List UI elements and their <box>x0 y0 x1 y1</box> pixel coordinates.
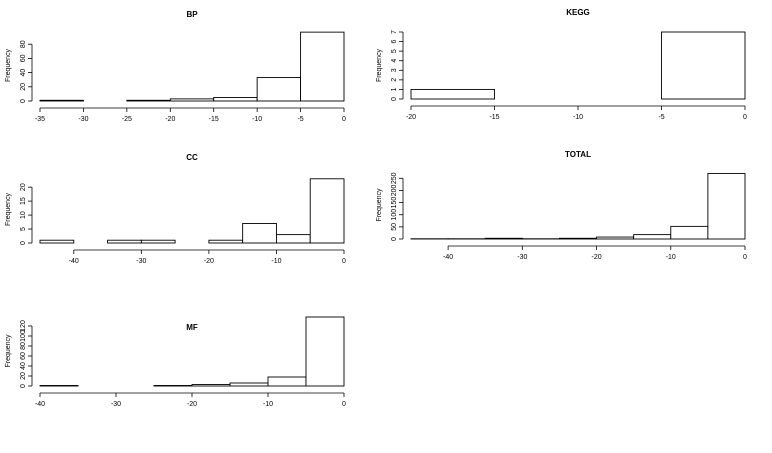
x-tick-label: -40 <box>35 401 45 408</box>
x-tick-label: 0 <box>342 258 346 265</box>
y-tick-label: 50 <box>391 223 398 231</box>
x-tick-label: -30 <box>136 258 146 265</box>
histogram-bar <box>39 385 79 387</box>
y-tick-label: 20 <box>20 183 27 191</box>
chart-title: CC <box>186 153 198 162</box>
x-tick-label: -40 <box>443 254 453 261</box>
y-axis-label: Frequency <box>5 192 12 226</box>
y-tick-label: 5 <box>391 49 398 53</box>
y-tick-label: 120 <box>20 320 27 332</box>
histogram-bar <box>633 234 672 240</box>
x-tick-label: -20 <box>406 114 416 121</box>
chart-title: BP <box>186 10 198 19</box>
y-tick-label: 15 <box>20 197 27 205</box>
histogram-bar <box>670 225 709 240</box>
histogram-bar <box>305 316 345 387</box>
histogram-bar <box>309 178 345 244</box>
x-tick-label: 0 <box>342 116 346 123</box>
y-tick-label: 0 <box>391 97 398 101</box>
histogram-bar <box>275 234 311 244</box>
x-tick-label: -30 <box>517 254 527 261</box>
y-tick-label: 4 <box>391 59 398 63</box>
histogram-bar <box>39 99 84 102</box>
x-tick-label: -40 <box>69 258 79 265</box>
histogram-bar <box>191 384 231 387</box>
y-tick-label: 150 <box>391 197 398 209</box>
histogram-bar <box>229 382 269 387</box>
histogram-bar <box>242 223 277 244</box>
histogram-bar <box>267 376 307 387</box>
chart-title: KEGG <box>566 8 590 17</box>
histogram-bar <box>707 172 746 240</box>
y-tick-label: 6 <box>391 40 398 44</box>
histogram-bar <box>153 385 193 387</box>
x-tick-label: -20 <box>187 401 197 408</box>
x-tick-label: -30 <box>111 401 121 408</box>
y-tick-label: 200 <box>391 184 398 196</box>
y-axis-label: Frequency <box>5 334 12 368</box>
y-tick-label: 60 <box>20 352 27 360</box>
histogram-bar <box>126 99 171 102</box>
y-axis-label: Frequency <box>376 48 383 82</box>
histogram-bar <box>39 239 75 244</box>
y-axis-label: Frequency <box>376 188 383 222</box>
y-tick-label: 80 <box>20 40 27 48</box>
histogram-bar <box>169 98 215 102</box>
histogram-bar <box>484 237 523 240</box>
x-tick-label: -20 <box>204 258 214 265</box>
x-tick-label: -20 <box>591 254 601 261</box>
y-tick-label: 100 <box>20 330 27 342</box>
y-tick-label: 100 <box>391 209 398 221</box>
histogram-bar <box>410 88 495 100</box>
y-tick-label: 40 <box>20 362 27 370</box>
y-tick-label: 0 <box>391 237 398 241</box>
x-tick-label: -20 <box>165 116 175 123</box>
y-tick-label: 40 <box>20 69 27 77</box>
y-tick-label: 80 <box>20 342 27 350</box>
y-tick-label: 0 <box>20 99 27 103</box>
y-tick-label: 5 <box>20 227 27 231</box>
chart-title: TOTAL <box>565 150 591 159</box>
x-tick-label: -10 <box>252 116 262 123</box>
x-tick-label: -5 <box>297 116 303 123</box>
y-tick-label: 60 <box>20 54 27 62</box>
y-tick-label: 7 <box>391 30 398 34</box>
x-tick-label: 0 <box>743 114 747 121</box>
y-tick-label: 20 <box>20 83 27 91</box>
x-tick-label: -25 <box>122 116 132 123</box>
y-tick-label: 0 <box>20 241 27 245</box>
y-tick-label: 20 <box>20 372 27 380</box>
histogram-bar <box>558 237 598 240</box>
x-tick-label: -15 <box>209 116 219 123</box>
x-tick-label: -15 <box>489 114 499 121</box>
x-tick-label: -10 <box>271 258 281 265</box>
y-tick-label: 10 <box>20 211 27 219</box>
y-tick-label: 250 <box>391 172 398 184</box>
y-tick-label: 1 <box>391 87 398 91</box>
x-tick-label: -10 <box>573 114 583 121</box>
y-axis-label: Frequency <box>5 48 12 82</box>
y-tick-label: 2 <box>391 78 398 82</box>
histogram-bar <box>300 31 345 102</box>
y-tick-label: 3 <box>391 68 398 72</box>
histogram-bar <box>213 96 258 102</box>
histogram-bar <box>208 239 244 244</box>
x-tick-label: -10 <box>666 254 676 261</box>
histogram-bar <box>107 239 142 244</box>
x-tick-label: -30 <box>78 116 88 123</box>
histogram-bar <box>140 239 176 244</box>
histogram-bar <box>596 236 635 240</box>
histogram-bar <box>256 77 302 102</box>
chart-title: MF <box>186 323 198 332</box>
y-tick-label: 0 <box>20 384 27 388</box>
histogram-bar <box>661 31 746 100</box>
x-tick-label: 0 <box>743 254 747 261</box>
x-tick-label: 0 <box>342 401 346 408</box>
x-tick-label: -35 <box>35 116 45 123</box>
x-tick-label: -5 <box>658 114 664 121</box>
x-tick-label: -10 <box>263 401 273 408</box>
